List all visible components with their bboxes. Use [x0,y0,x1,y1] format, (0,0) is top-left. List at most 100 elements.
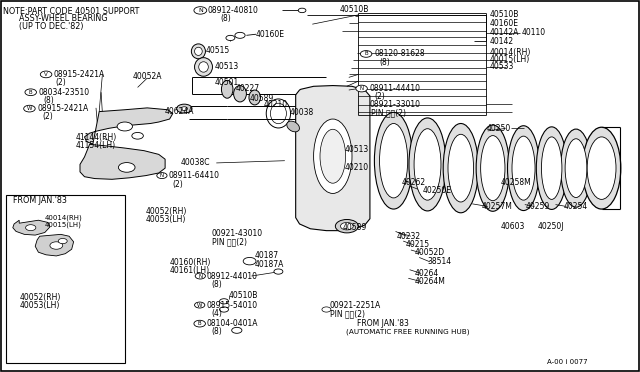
Text: 40262: 40262 [402,178,426,187]
Circle shape [26,225,36,231]
Text: 00921-43010: 00921-43010 [211,229,262,238]
Text: W: W [197,302,202,308]
Text: 40053(LH): 40053(LH) [19,301,60,310]
Ellipse shape [320,129,346,183]
Text: 40187A: 40187A [255,260,284,269]
Circle shape [360,51,372,57]
Text: 40052(RH): 40052(RH) [19,293,61,302]
Text: 08912-44010: 08912-44010 [207,272,258,280]
Circle shape [58,238,67,244]
Circle shape [195,302,205,308]
Text: 00921-2251A: 00921-2251A [330,301,381,310]
Text: N: N [198,273,202,279]
Text: 40110: 40110 [522,28,546,37]
Circle shape [195,273,205,279]
Text: 40038: 40038 [290,108,314,117]
Circle shape [298,8,306,13]
Ellipse shape [195,58,212,76]
Text: (4): (4) [211,309,222,318]
Text: 08911-64410: 08911-64410 [168,171,220,180]
Ellipse shape [448,134,474,202]
Text: 08912-40810: 08912-40810 [208,6,259,15]
Circle shape [243,257,256,265]
Text: 40052(RH): 40052(RH) [146,207,188,216]
Ellipse shape [476,125,509,211]
Ellipse shape [481,136,505,201]
Text: 40227: 40227 [236,84,260,93]
Text: 40038C: 40038C [180,158,210,167]
Text: B: B [29,90,33,95]
Ellipse shape [234,86,246,102]
Circle shape [274,269,283,274]
Text: 38514: 38514 [428,257,452,266]
Text: 40232: 40232 [397,232,421,241]
Circle shape [40,71,52,78]
Text: 08104-0401A: 08104-0401A [207,319,258,328]
Text: 40603: 40603 [500,222,525,231]
Text: 40160E: 40160E [490,19,518,28]
Text: 40052A: 40052A [133,72,163,81]
Polygon shape [80,144,165,179]
Text: B: B [198,321,202,326]
Ellipse shape [541,137,562,199]
Ellipse shape [287,121,300,132]
Text: N: N [198,8,203,13]
Text: 40250: 40250 [486,124,511,133]
Circle shape [194,320,205,327]
Text: 08921-33010: 08921-33010 [370,100,421,109]
Circle shape [220,307,228,312]
Text: (8): (8) [211,327,222,336]
Text: 40142: 40142 [490,37,514,46]
Polygon shape [13,220,50,235]
Text: 40142A: 40142A [490,28,519,37]
Text: 40264M: 40264M [415,277,445,286]
Text: W: W [27,106,32,111]
Text: 40210: 40210 [344,163,369,172]
Text: 08120-81628: 08120-81628 [374,49,425,58]
Text: 40510B: 40510B [339,5,369,14]
Text: FROM JAN.'83: FROM JAN.'83 [13,196,67,205]
Text: 40513: 40513 [214,62,239,71]
Text: 40264: 40264 [415,269,439,278]
Text: (8): (8) [221,14,232,23]
Text: 41144(RH): 41144(RH) [76,133,116,142]
Ellipse shape [414,129,441,200]
Circle shape [232,327,242,333]
Circle shape [220,299,228,304]
Text: 08034-23510: 08034-23510 [38,88,90,97]
Text: 08915-2421A: 08915-2421A [37,104,88,113]
Text: 40160(RH): 40160(RH) [170,258,211,267]
Text: 40160E: 40160E [256,30,285,39]
Text: V: V [44,72,48,77]
Text: 40257M: 40257M [481,202,512,211]
Circle shape [132,132,143,139]
Ellipse shape [588,137,616,199]
Text: 40250E: 40250E [422,186,451,195]
Ellipse shape [314,119,352,193]
Text: 40501: 40501 [214,78,239,87]
Text: 08911-44410: 08911-44410 [370,84,421,93]
Text: 40015(LH): 40015(LH) [490,55,530,64]
Circle shape [356,85,367,92]
Ellipse shape [380,124,408,198]
Text: 40015(LH): 40015(LH) [45,221,82,228]
Text: 40589: 40589 [250,94,274,103]
Ellipse shape [582,127,621,209]
Text: 40014(RH): 40014(RH) [490,48,531,57]
Circle shape [322,307,331,312]
Ellipse shape [221,80,233,98]
Text: PIN ピン(2): PIN ピン(2) [330,310,365,318]
Text: 40052D: 40052D [415,248,445,257]
Circle shape [181,107,188,110]
Circle shape [157,173,167,179]
Text: 40161(LH): 40161(LH) [170,266,210,275]
Text: 40533: 40533 [490,62,514,71]
Text: (2): (2) [42,112,53,121]
Text: 40187: 40187 [255,251,279,260]
Circle shape [340,222,353,230]
Text: (2): (2) [173,180,184,189]
Text: (8): (8) [44,96,54,105]
Ellipse shape [443,124,479,213]
Text: (AUTOMATIC FREE RUNNING HUB): (AUTOMATIC FREE RUNNING HUB) [346,328,469,335]
Circle shape [50,242,63,249]
